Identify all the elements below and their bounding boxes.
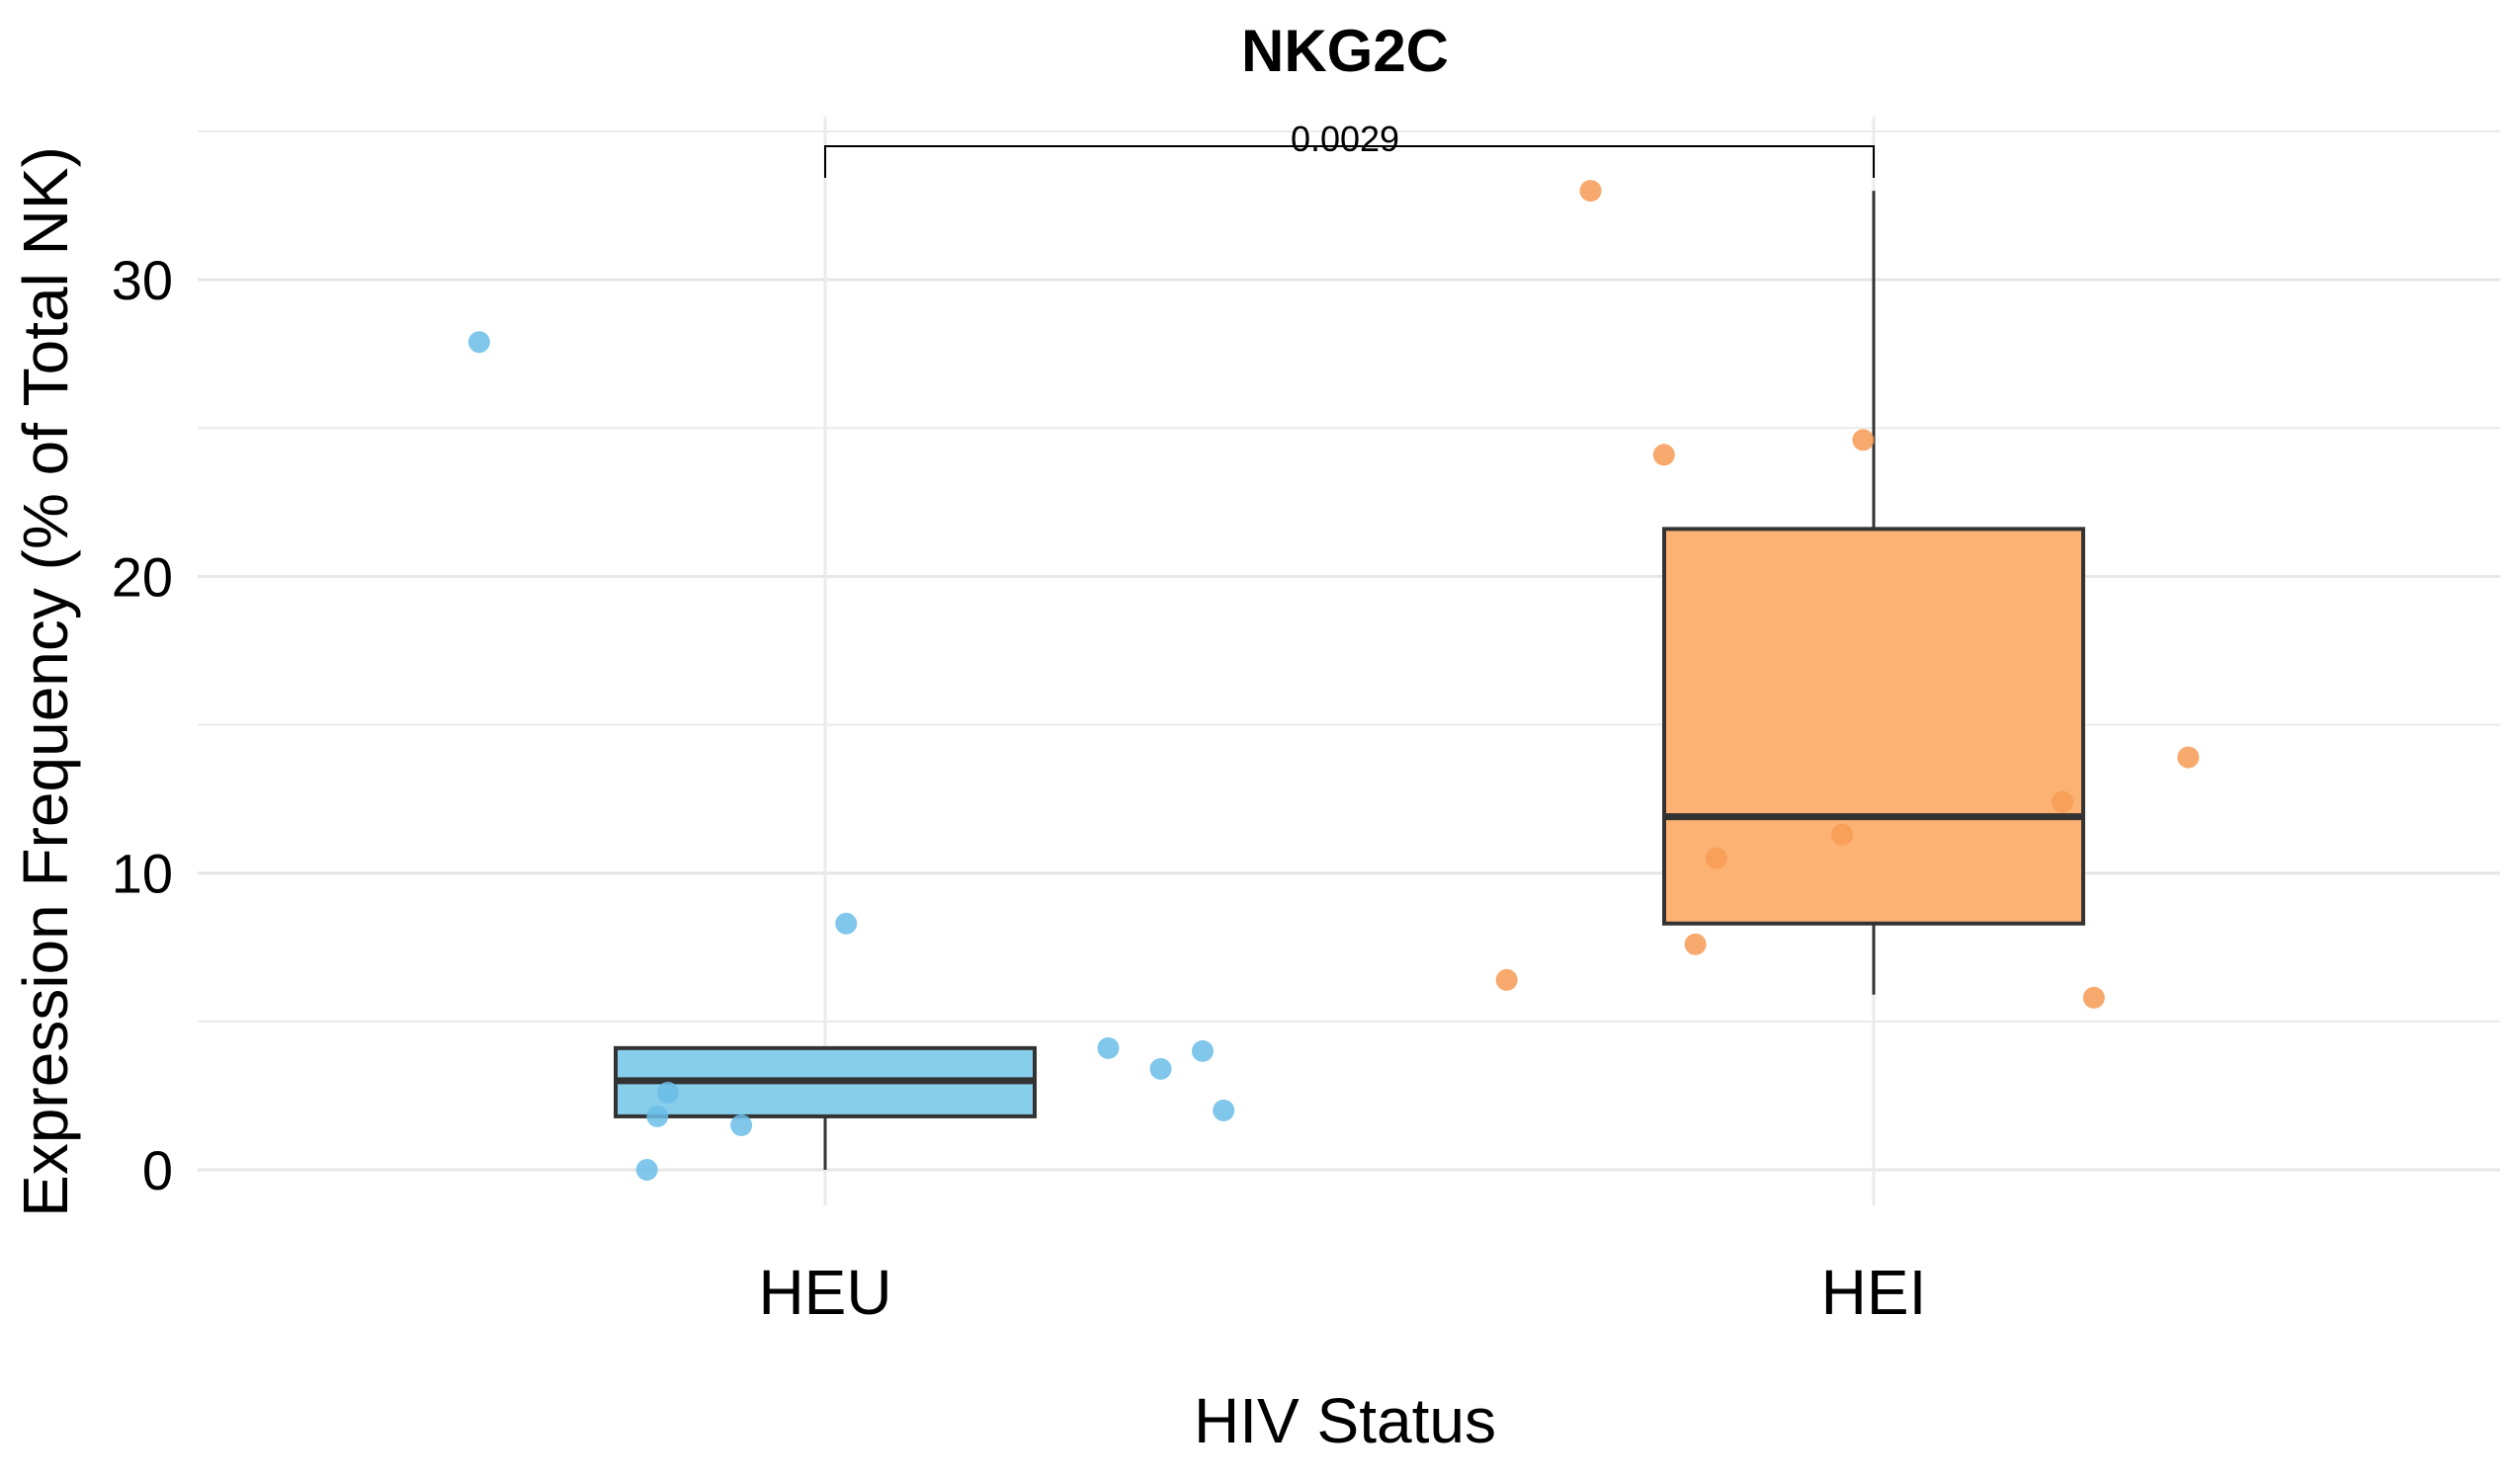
data-point (2051, 790, 2073, 813)
x-tick-label: HEU (758, 1257, 891, 1328)
data-point (1213, 1099, 1235, 1121)
data-point (656, 1081, 679, 1104)
data-point (730, 1113, 753, 1136)
ticks-layer: 0 10 20 30 HEU HEI (112, 249, 1927, 1328)
y-tick-label: 20 (112, 545, 173, 608)
points-layer (467, 180, 2200, 1181)
data-point (1097, 1036, 1120, 1059)
significance-bracket (824, 145, 1875, 179)
y-tick-label: 30 (112, 249, 173, 311)
data-point (1705, 847, 1727, 869)
data-point (1579, 180, 1602, 203)
data-point (1684, 933, 1707, 955)
boxes-layer (614, 191, 2085, 1170)
y-axis-label: Expression Frequency (% of Total NK) (10, 146, 81, 1217)
data-point (835, 912, 858, 935)
x-axis-label: HIV Status (1194, 1385, 1496, 1456)
data-point (1495, 968, 1518, 991)
data-point (467, 331, 490, 354)
grid-layer (198, 117, 2500, 1205)
data-point (1831, 823, 1854, 846)
data-point (2082, 986, 2105, 1009)
x-tick-label: HEI (1821, 1257, 1927, 1328)
data-point (1852, 429, 1875, 452)
data-point (646, 1105, 669, 1127)
data-point (1149, 1057, 1172, 1080)
y-tick-label: 10 (112, 843, 173, 905)
data-point (2177, 746, 2200, 769)
bracket-line (824, 145, 1875, 179)
data-point (1652, 444, 1675, 466)
p-value-label: 0.0029 (1291, 119, 1399, 159)
data-point (1191, 1039, 1214, 1062)
data-point (635, 1158, 658, 1181)
y-tick-label: 0 (142, 1139, 173, 1201)
box-hei (1662, 527, 2085, 926)
chart-title: NKG2C (1241, 18, 1449, 84)
